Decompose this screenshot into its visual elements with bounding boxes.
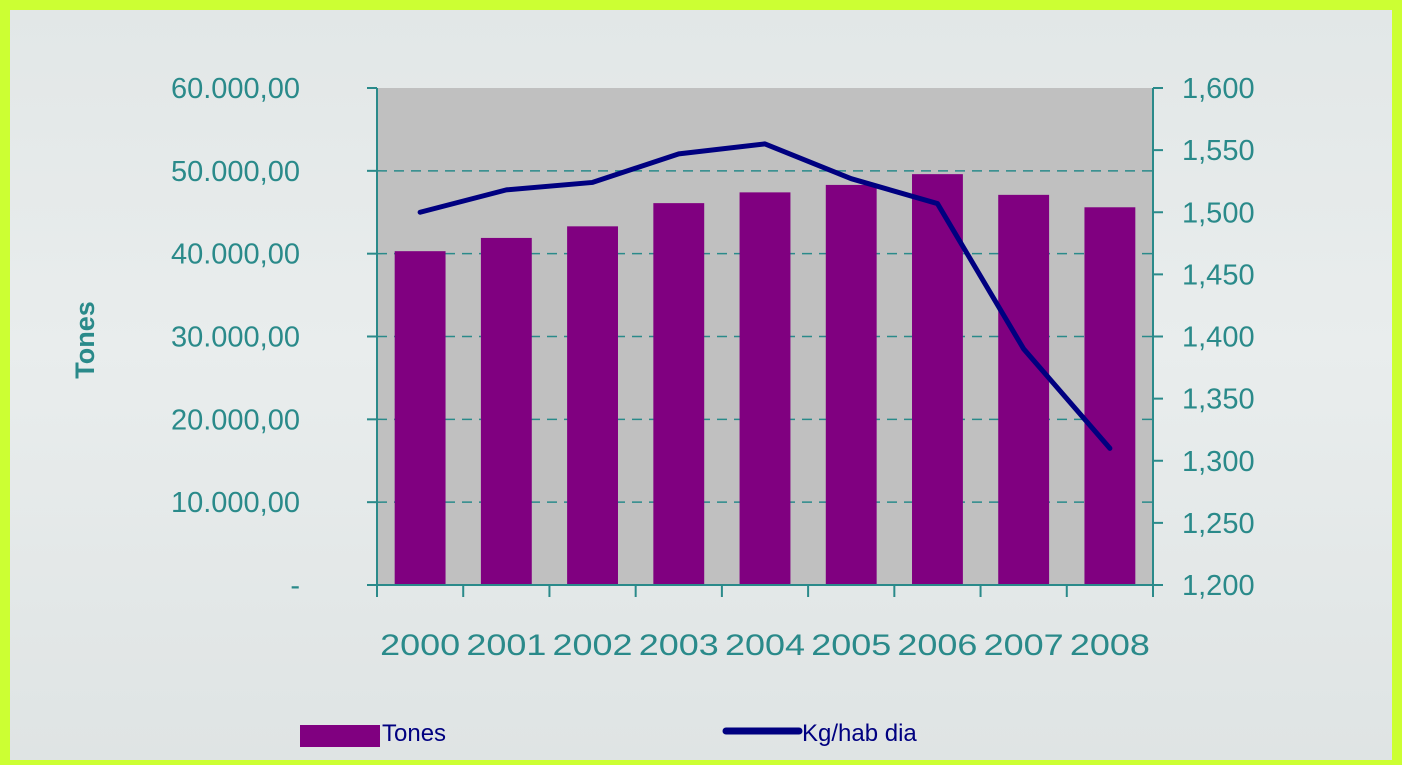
x-tick-label: 2008 [1070,629,1150,662]
bar-2004 [740,192,791,585]
bar-2008 [1084,207,1135,585]
left-tick-label: 10.000,00 [171,487,300,519]
x-tick-label: 2006 [897,629,977,662]
legend-swatch-tones [300,725,380,747]
bar-2000 [395,251,446,585]
y-axis-label: Tones [70,301,100,379]
right-tick-label: 1,450 [1182,259,1255,291]
x-tick-label: 2000 [380,629,460,662]
bar-2001 [481,238,532,585]
right-tick-label: 1,400 [1182,322,1255,354]
bar-2007 [998,195,1049,585]
right-tick-label: 1,500 [1182,197,1255,229]
x-tick-label: 2005 [811,629,891,662]
x-tick-label: 2003 [639,629,719,662]
legend-label-tones: Tones [382,720,446,747]
right-tick-label: 1,550 [1182,135,1255,167]
bar-2002 [567,226,618,585]
left-tick-label: - [290,570,300,602]
right-tick-label: 1,600 [1182,73,1255,105]
x-tick-label: 2007 [984,629,1064,662]
x-tick-label: 2002 [553,629,633,662]
bar-2003 [653,203,704,585]
right-tick-label: 1,200 [1182,570,1255,602]
left-tick-label: 40.000,00 [171,239,300,271]
bar-2005 [826,185,877,585]
left-tick-label: 50.000,00 [171,156,300,188]
left-tick-label: 60.000,00 [171,73,300,105]
x-tick-label: 2001 [466,629,546,662]
legend-label-kg-hab-dia: Kg/hab dia [802,720,917,747]
chart: - 10.000,00 20.000,00 30.000,00 40.000,00 50.… [10,10,1392,760]
right-tick-label: 1,300 [1182,446,1255,478]
right-tick-label: 1,250 [1182,508,1255,540]
x-tick-label: 2004 [725,629,805,662]
right-tick-label: 1,350 [1182,384,1255,416]
chart-frame: - 10.000,00 20.000,00 30.000,00 40.000,00 50.… [10,10,1392,760]
left-tick-label: 20.000,00 [171,404,300,436]
left-tick-label: 30.000,00 [171,322,300,354]
